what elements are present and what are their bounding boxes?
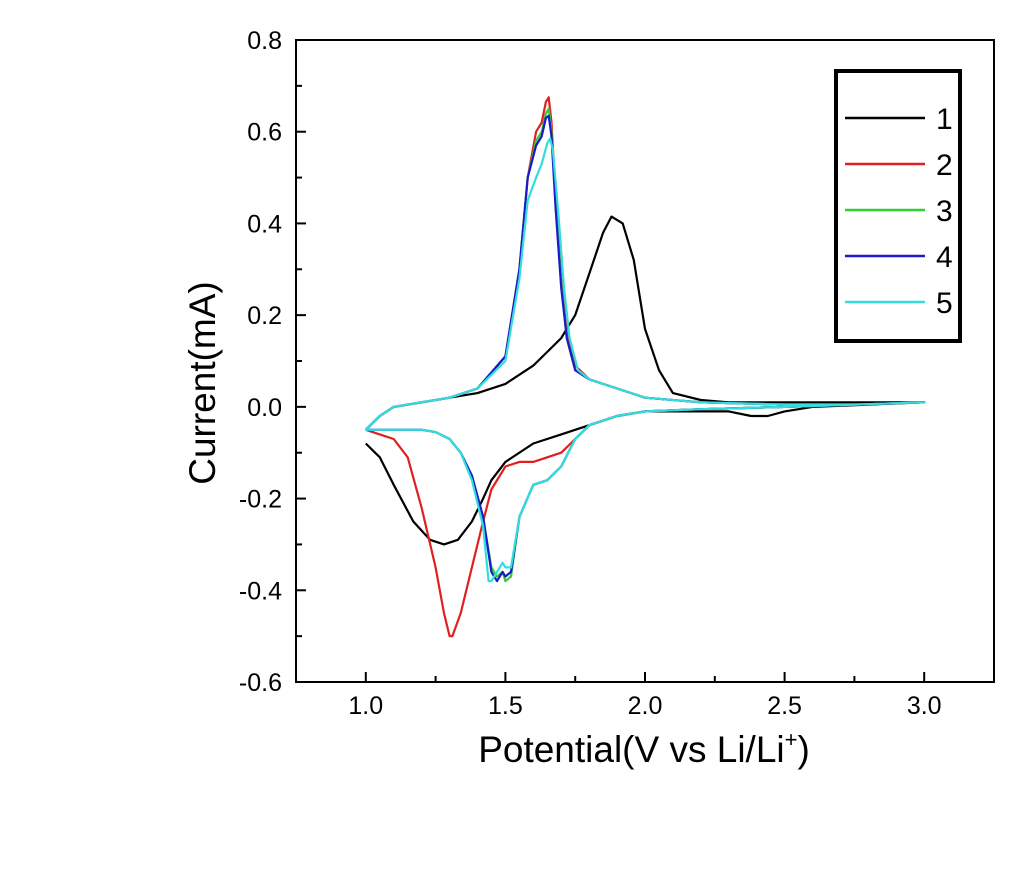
legend-label-5: 5 (936, 287, 953, 320)
legend-label-1: 1 (936, 103, 953, 136)
x-axis-title-suffix: ) (797, 729, 809, 770)
y-tick-label: -0.2 (239, 486, 282, 514)
x-axis-title: Potential(V vs Li/Li+) (478, 727, 810, 770)
y-tick-label: 0.8 (247, 27, 282, 55)
legend-label-4: 4 (936, 241, 953, 274)
x-tick-label: 3.0 (907, 692, 942, 720)
y-tick-label: 0.4 (247, 210, 282, 238)
legend-label-3: 3 (936, 195, 953, 228)
x-axis-ticks: 1.0 1.5 2.0 2.5 3.0 (348, 672, 942, 720)
y-axis-title: Current(mA) (182, 281, 223, 485)
x-axis-title-main: Potential(V vs Li/Li (478, 729, 784, 770)
y-tick-label: -0.4 (239, 577, 282, 605)
x-axis-title-superscript: + (785, 727, 798, 752)
series-5-line (365, 137, 926, 583)
x-tick-label: 1.5 (488, 692, 523, 720)
y-tick-label: 0.0 (247, 394, 282, 422)
y-axis-ticks: -0.6 -0.4 -0.2 0.0 0.2 0.4 0.6 0.8 (239, 27, 306, 697)
y-tick-label: 0.6 (247, 119, 282, 147)
y-tick-label: 0.2 (247, 302, 282, 330)
x-tick-label: 1.0 (348, 692, 383, 720)
legend-label-2: 2 (936, 149, 953, 182)
legend-box (834, 69, 962, 343)
x-tick-label: 2.0 (628, 692, 663, 720)
legend: 1 2 3 4 5 (834, 69, 962, 343)
x-tick-label: 2.5 (767, 692, 802, 720)
y-tick-label: -0.6 (239, 669, 282, 697)
